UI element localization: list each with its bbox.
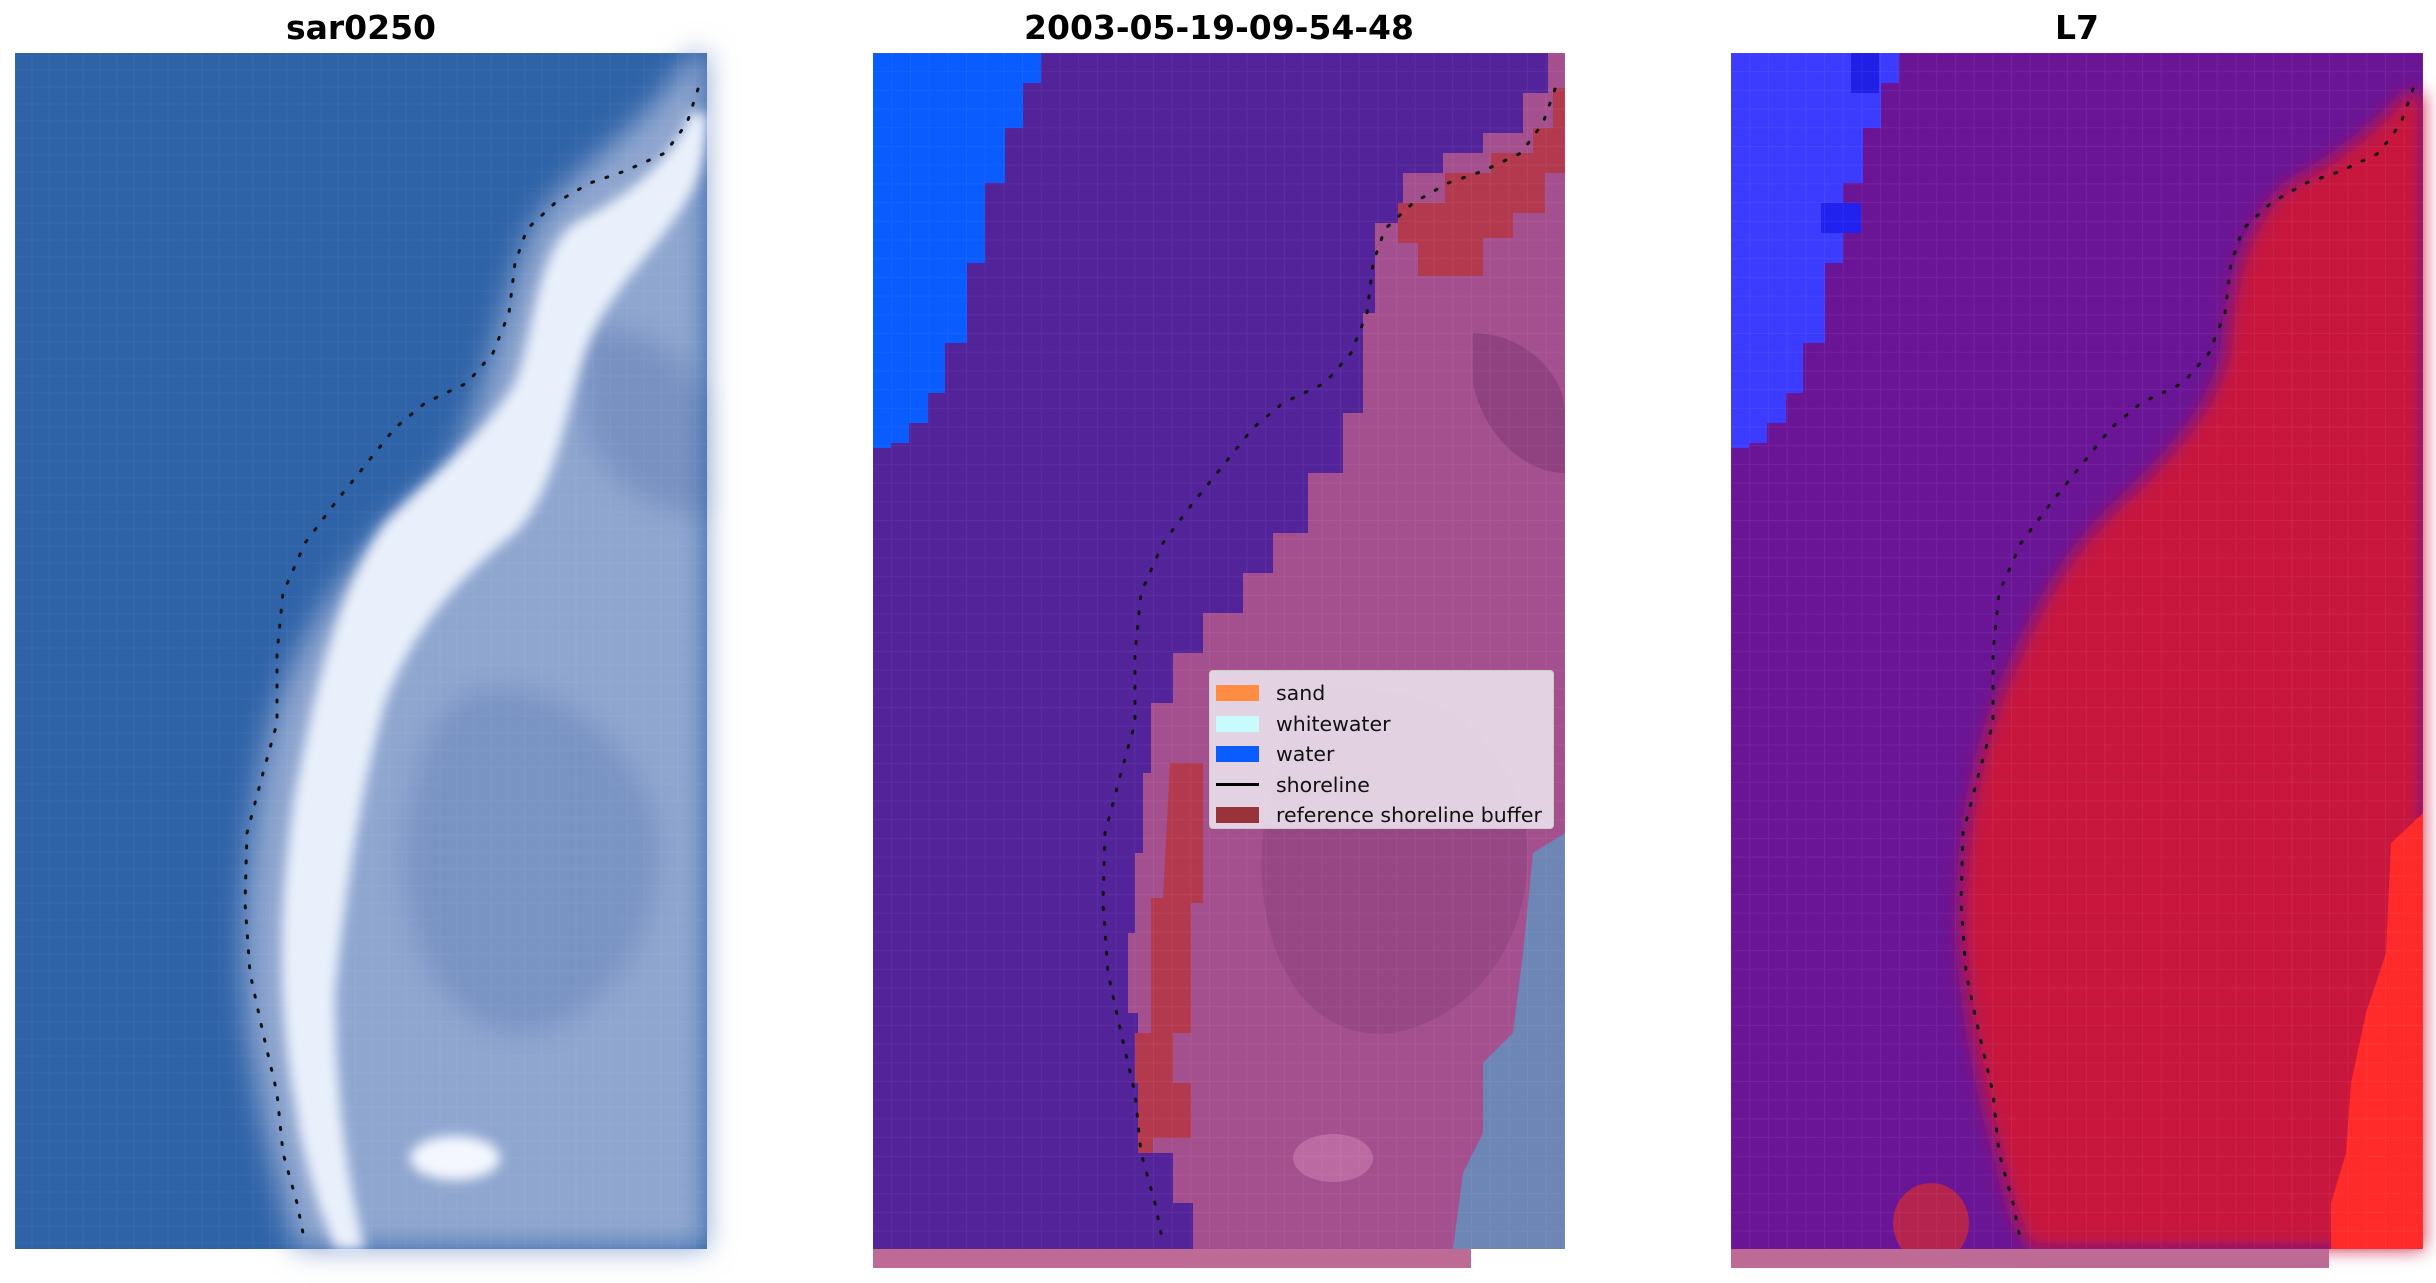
legend-label: sand [1276, 681, 1326, 706]
legend-label: shoreline [1276, 772, 1370, 797]
legend-item-shoreline: shoreline [1216, 770, 1553, 801]
panel-title-rgb: sar0250 [285, 8, 437, 47]
reference-strip-bottom [1731, 1249, 2329, 1268]
sand-swatch [1216, 685, 1259, 702]
rgb-image-panel [15, 53, 707, 1249]
reference-strip-bottom [873, 1249, 1471, 1268]
reference-buffer-swatch [1216, 807, 1259, 824]
legend-label: water [1276, 742, 1335, 767]
legend-item-whitewater: whitewater [1216, 709, 1553, 740]
shoreline-dots [243, 87, 700, 1245]
shoreline-dots [1959, 87, 2415, 1245]
classified-image-panel [873, 53, 1565, 1268]
legend-item-water: water [1216, 739, 1553, 770]
legend-item-sand: sand [1216, 678, 1553, 709]
legend: sand whitewater water shoreline referenc… [1209, 670, 1554, 829]
legend-label: reference shoreline buffer [1276, 803, 1542, 828]
whitewater-swatch [1216, 715, 1259, 732]
water-swatch [1216, 746, 1259, 763]
legend-item-reference-buffer: reference shoreline buffer [1216, 800, 1553, 831]
shoreline-dots [1101, 87, 1557, 1245]
shoreline-line-swatch [1216, 783, 1259, 787]
index-image-panel [1731, 53, 2423, 1268]
legend-label: whitewater [1276, 711, 1391, 736]
panel-title-classified: 2003-05-19-09-54-48 [1024, 8, 1414, 47]
panel-title-index: L7 [2055, 8, 2099, 47]
